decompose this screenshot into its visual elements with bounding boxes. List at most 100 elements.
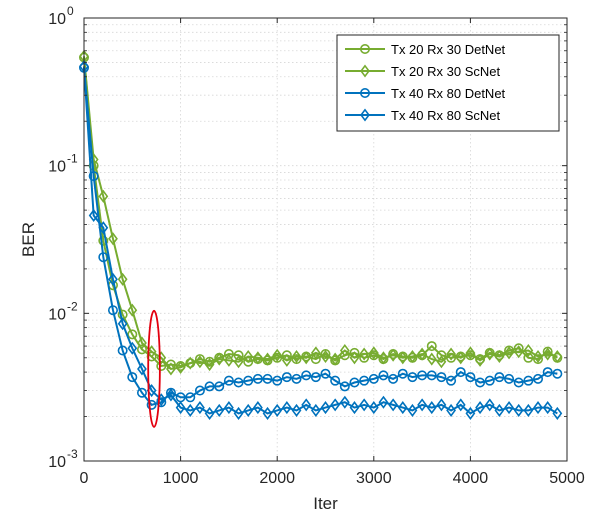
data-point [504,373,515,384]
x-tick-label: 5000 [549,470,585,487]
data-point [417,347,427,361]
data-point [301,398,312,412]
data-point [310,372,321,383]
legend: Tx 20 Rx 30 DetNet Tx 20 Rx 30 ScNet Tx 40… [336,34,560,132]
data-point [185,356,196,370]
data-point [388,373,399,384]
series-2 [79,49,563,376]
data-point [214,403,225,417]
data-point [117,317,128,331]
data-point [494,403,505,417]
data-point [475,353,485,367]
legend-entry: Tx 20 Rx 30 DetNet [345,42,506,57]
tick-layer [83,17,568,462]
data-point [349,377,360,388]
data-point [359,398,370,412]
data-point [88,171,99,182]
data-point [330,352,341,366]
data-point [272,348,283,362]
data-point [310,354,321,365]
data-point [243,349,254,364]
data-point [446,375,457,386]
data-point [533,354,544,365]
data-point [484,347,495,361]
series-4 [79,59,563,420]
data-point [368,346,379,360]
data-point [291,403,302,417]
data-point [513,345,524,359]
data-point [436,355,447,369]
data-point [523,352,534,363]
data-point [301,370,312,381]
data-point [446,347,456,361]
data-point [127,303,138,317]
x-tick-label: 1000 [163,470,199,487]
data-point [175,401,186,415]
data-point [426,352,437,366]
data-point [339,395,350,409]
data-point [542,401,553,415]
data-point [455,367,466,378]
y-tick-exponent: -1 [67,152,78,166]
data-point [359,347,370,361]
data-point [397,401,408,415]
data-point [378,351,389,365]
data-point [407,349,418,364]
data-point [378,395,389,409]
data-point [523,343,534,358]
data-point [484,398,495,412]
data-point [349,401,360,415]
data-point [407,372,418,383]
data-point [252,401,263,415]
data-point [359,375,370,386]
data-point [185,392,196,403]
legend-marker [360,108,370,122]
legend-label: Tx 20 Rx 30 DetNet [391,42,506,57]
data-point [127,341,138,355]
data-point [513,403,524,417]
data-point [542,346,553,357]
data-point [339,381,350,392]
data-point [262,373,273,384]
data-point [204,381,215,392]
data-point [214,352,225,366]
legend-entry: Tx 40 Rx 80 DetNet [345,86,506,101]
data-point [117,345,128,356]
data-point [127,329,138,340]
y-tick-exponent: -2 [67,299,78,313]
series-line [83,66,558,415]
x-tick-label: 2000 [259,470,295,487]
data-point [542,347,553,361]
x-tick-label: 3000 [356,470,392,487]
data-point [243,403,254,417]
data-point [127,372,138,383]
data-point [195,401,205,415]
data-point [368,401,379,415]
data-point [542,367,553,378]
data-point [233,350,244,361]
data-point [214,381,225,392]
data-point [320,401,331,415]
data-point [320,368,331,379]
data-point [465,406,476,420]
data-point [108,232,118,246]
data-point [533,349,543,364]
data-point [291,373,302,384]
data-point [233,406,244,420]
data-point [552,349,563,364]
data-point [204,358,215,372]
data-point [533,373,544,384]
y-tick-exponent: 0 [67,4,74,18]
data-point [243,375,254,386]
data-point [426,341,437,352]
data-point [108,272,118,286]
data-point [417,370,428,381]
data-point [552,406,563,420]
data-point [175,360,186,374]
data-point [281,353,292,367]
data-point [426,370,437,381]
data-point [513,377,524,388]
data-point [262,406,273,420]
data-point [233,377,244,388]
